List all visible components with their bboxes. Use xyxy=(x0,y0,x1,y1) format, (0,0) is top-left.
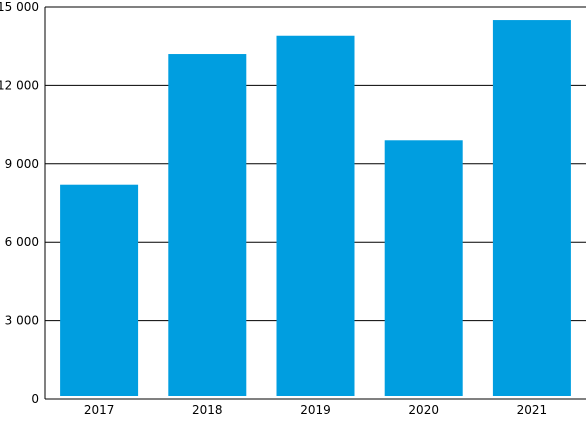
x-tick-labels: 2017 2018 2019 2020 2021 xyxy=(84,403,547,417)
bars xyxy=(60,20,571,397)
y-tick-label: 6 000 xyxy=(5,235,39,249)
y-tick-label: 15 000 xyxy=(0,0,39,14)
y-tick-label: 3 000 xyxy=(5,314,39,328)
x-tick-label: 2020 xyxy=(408,403,439,417)
x-tick-label: 2018 xyxy=(192,403,223,417)
y-tick-label: 9 000 xyxy=(5,157,39,171)
bar-2019 xyxy=(276,35,355,396)
y-tick-labels: 0 3 000 6 000 9 000 12 000 15 000 xyxy=(0,0,39,406)
bar-2021 xyxy=(492,20,571,397)
bar-2020 xyxy=(384,140,463,396)
y-tick-label: 0 xyxy=(31,392,39,406)
axes xyxy=(44,7,586,400)
x-tick-label: 2021 xyxy=(517,403,548,417)
x-tick-label: 2017 xyxy=(84,403,115,417)
x-tick-label: 2019 xyxy=(300,403,331,417)
bar-2017 xyxy=(60,184,139,396)
bar-2018 xyxy=(168,54,247,396)
y-tick-label: 12 000 xyxy=(0,78,39,92)
